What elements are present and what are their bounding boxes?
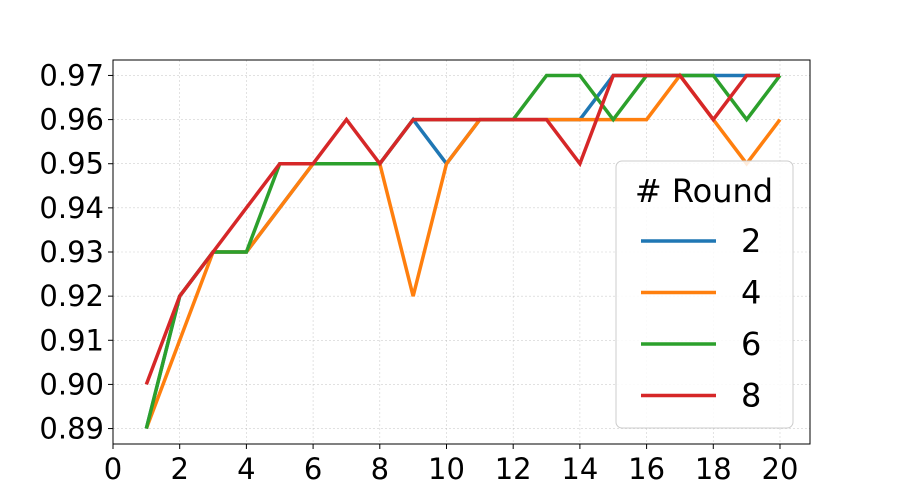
series-line-8 [144, 73, 780, 386]
x-axis: 0 2 4 6 8 10 12 14 16 18 20 [104, 444, 799, 486]
y-tick-label: 0.94 [39, 191, 104, 225]
x-tick-label: 20 [762, 452, 799, 486]
y-tick-label: 0.89 [39, 412, 104, 446]
x-tick-label: 14 [561, 452, 598, 486]
legend-label-2: 2 [741, 222, 761, 260]
legend-label-8: 8 [741, 377, 761, 415]
x-tick-label: 6 [304, 452, 322, 486]
y-axis: 0.89 0.90 0.91 0.92 0.93 0.94 0.95 0.96 0.97 [39, 58, 113, 446]
y-tick-label: 0.97 [39, 58, 104, 92]
series-lines [144, 72, 782, 430]
legend-label-4: 4 [741, 274, 761, 312]
legend-label-6: 6 [741, 325, 761, 363]
y-tick-label: 0.93 [39, 235, 104, 269]
x-tick-label: 2 [170, 452, 188, 486]
y-tick-label: 0.95 [39, 147, 104, 181]
legend-box [615, 160, 794, 429]
y-tick-label: 0.91 [39, 323, 104, 357]
x-tick-label: 8 [371, 452, 389, 486]
x-tick-label: 10 [428, 452, 465, 486]
series-line-4 [144, 72, 782, 430]
legend-title: # Round [635, 172, 773, 210]
y-tick-label: 0.92 [39, 279, 104, 313]
x-tick-label: 12 [495, 452, 532, 486]
x-tick-label: 16 [628, 452, 665, 486]
x-tick-label: 4 [237, 452, 255, 486]
y-tick-label: 0.96 [39, 103, 104, 137]
legend-entries: 2 4 6 8 [641, 222, 761, 415]
y-tick-label: 0.90 [39, 367, 104, 401]
x-tick-label: 0 [104, 452, 122, 486]
x-tick-label: 18 [695, 452, 732, 486]
legend: # Round 2 4 6 8 [615, 160, 794, 429]
